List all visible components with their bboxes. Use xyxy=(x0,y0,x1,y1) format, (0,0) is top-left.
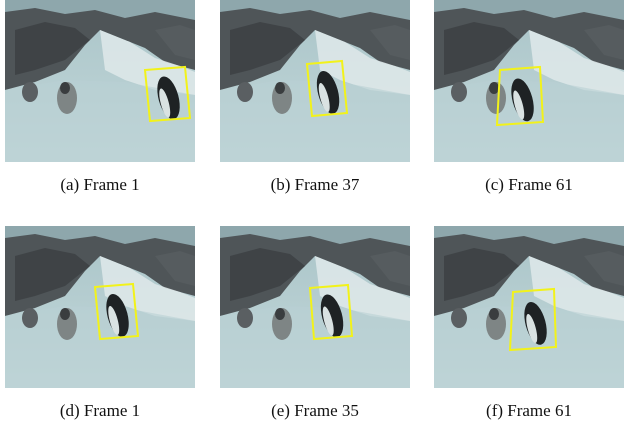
caption: (a) Frame 1 xyxy=(60,175,139,194)
photo xyxy=(434,0,624,162)
caption: (c) Frame 61 xyxy=(485,175,573,194)
panel: (f) Frame 61 xyxy=(434,226,624,420)
photo xyxy=(5,226,195,388)
panel: (b) Frame 37 xyxy=(220,0,410,194)
caption: (d) Frame 1 xyxy=(60,401,140,420)
caption: (b) Frame 37 xyxy=(271,175,360,194)
caption: (e) Frame 35 xyxy=(271,401,359,420)
panel: (a) Frame 1 xyxy=(5,0,195,194)
panel: (e) Frame 35 xyxy=(220,226,410,420)
photo xyxy=(220,226,410,388)
photo xyxy=(220,0,410,162)
figure: (a) Frame 1 (b) Frame 37 (c) Frame 61 (d) F… xyxy=(0,0,624,423)
caption: (f) Frame 61 xyxy=(486,401,572,420)
panel: (c) Frame 61 xyxy=(434,0,624,194)
panel: (d) Frame 1 xyxy=(5,226,195,420)
